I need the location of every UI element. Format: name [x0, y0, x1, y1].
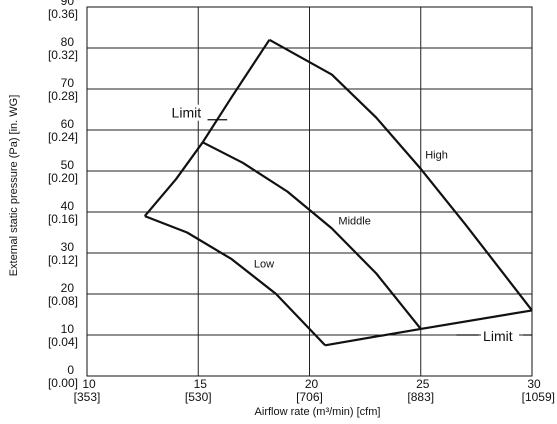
y-tick-label: 50: [61, 158, 75, 172]
curve-labels: High Middle Low Limit Limit: [169, 104, 532, 345]
label-low: Low: [254, 258, 274, 270]
x-tick-sublabel: [530]: [185, 390, 212, 404]
y-tick-sublabel: [0.36]: [48, 7, 78, 21]
grid-lines: [87, 7, 532, 376]
x-tick-label: 30: [527, 377, 541, 391]
y-tick-label: 90: [61, 0, 75, 8]
series-low-line: [144, 215, 326, 347]
x-tick-sublabel: [883]: [407, 390, 434, 404]
x-tick-label: 20: [305, 377, 319, 391]
y-tick-sublabel: [0.16]: [48, 212, 78, 226]
y-tick-sublabel: [0.28]: [48, 89, 78, 103]
label-middle: Middle: [338, 215, 370, 227]
plot-frame: [86, 6, 533, 377]
x-tick-sublabel: [1059]: [522, 390, 555, 404]
y-tick-label: 80: [61, 35, 75, 49]
label-background: [169, 104, 208, 121]
y-tick-label: 60: [61, 117, 75, 131]
label-limit: Limit: [172, 105, 202, 121]
series-high-line: [268, 38, 533, 312]
y-tick-sublabel: [0.24]: [48, 130, 78, 144]
y-tick-sublabel: [0.00]: [48, 376, 78, 390]
y-tick-label: 10: [61, 322, 75, 336]
x-axis-title: Airflow rate (m³/min) [cfm]: [255, 406, 381, 418]
y-tick-label: 40: [61, 199, 75, 213]
y-tick-label: 70: [61, 76, 75, 90]
y-axis-title: External static pressure (Pa) [in. WG]: [8, 95, 20, 277]
y-tick-sublabel: [0.12]: [48, 253, 78, 267]
x-tick-label: 10: [82, 377, 96, 391]
y-tick-label: 0: [67, 363, 74, 377]
x-tick-labels: 10[353] 15[530] 20[706] 25[883] 30[1059]: [74, 377, 555, 404]
x-tick-label: 15: [194, 377, 208, 391]
series-limit-line: [324, 309, 533, 347]
performance-curves: [143, 38, 533, 347]
y-tick-label: 20: [61, 281, 75, 295]
x-tick-sublabel: [706]: [296, 390, 323, 404]
y-tick-sublabel: [0.20]: [48, 171, 78, 185]
series-limit-line: [143, 39, 271, 217]
label-high: High: [425, 150, 448, 162]
y-tick-sublabel: [0.04]: [48, 335, 78, 349]
label-limit: Limit: [483, 328, 513, 344]
y-tick-sublabel: [0.32]: [48, 48, 78, 62]
label-background: [481, 328, 520, 345]
x-tick-sublabel: [353]: [74, 390, 101, 404]
y-tick-label: 30: [61, 240, 75, 254]
x-tick-label: 25: [416, 377, 430, 391]
y-tick-sublabel: [0.08]: [48, 294, 78, 308]
series-middle-line: [202, 141, 422, 330]
y-tick-labels: 0[0.00] 10[0.04] 20[0.08] 30[0.12] 40[0.16] 5…: [48, 0, 78, 390]
